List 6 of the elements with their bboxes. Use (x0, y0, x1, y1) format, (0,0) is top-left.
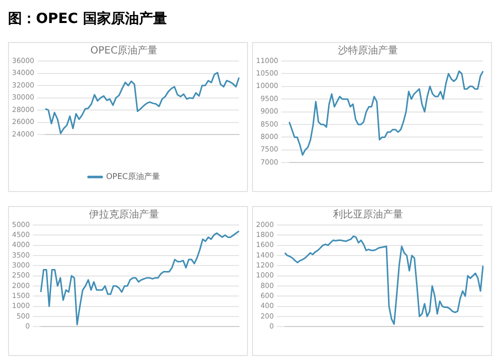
chart-title: 利比亚原油产量 (333, 208, 403, 221)
text: 图：OPEC 国家原油产量 (8, 10, 168, 28)
chart-title: OPEC原油产量 (90, 44, 158, 57)
chart-title: 沙特原油产量 (338, 44, 398, 57)
legend-label: OPEC原油产量 (106, 172, 160, 182)
chart-title: 伊拉克原油产量 (89, 208, 159, 221)
